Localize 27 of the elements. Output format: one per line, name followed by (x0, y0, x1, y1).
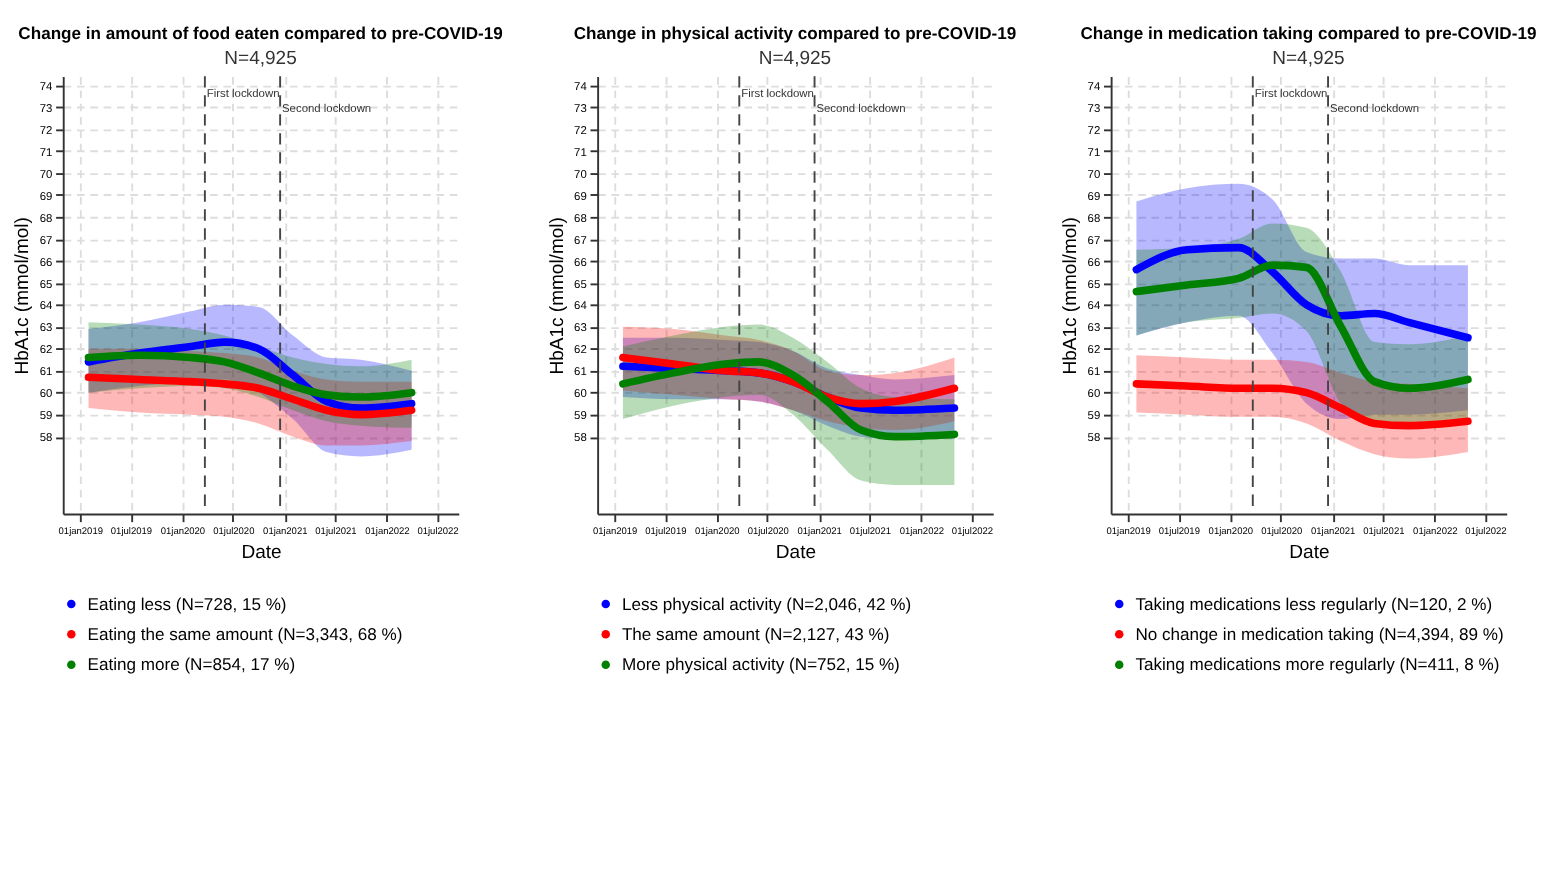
legend-label: More physical activity (N=752, 15 %) (621, 654, 901, 675)
legend-label: Eating more (N=854, 17 %) (87, 654, 296, 675)
x-axis-title: Date (1289, 542, 1330, 565)
chart-subtitle: N=4,925 (224, 47, 297, 70)
x-axis-title: Date (775, 542, 816, 565)
line-series (1132, 261, 1472, 393)
legend-label: Eating less (N=728, 15 %) (87, 593, 287, 614)
line-series (84, 351, 416, 401)
chart-title: Change in amount of food eaten compared to pre-COVID-19 (18, 23, 504, 44)
chart-title: Change in medication taking compared to pre-COVID-19 (1080, 23, 1537, 44)
y-axis-title: HbA1c (mmol/mol) (546, 217, 569, 375)
line-series (1132, 243, 1472, 342)
legend-label: Taking medications more regularly (N=411, 8 %) (1135, 654, 1500, 675)
chart-subtitle: N=4,925 (758, 47, 832, 70)
y-axis-title: HbA1c (mmol/mol) (12, 217, 35, 375)
legend-label: The same amount (N=2,127, 43 %) (621, 624, 890, 645)
legend-label: Eating the same amount (N=3,343, 68 %) (87, 624, 403, 645)
line-series (619, 358, 959, 441)
legend-label: Taking medications less regularly (N=120, 2 %) (1135, 593, 1493, 614)
x-axis-title: Date (241, 542, 282, 565)
line-series (84, 373, 416, 419)
y-axis-title: HbA1c (mmol/mol) (1060, 217, 1083, 375)
line-series (1132, 380, 1472, 430)
chart-title: Change in physical activity compared to pre-COVID-19 (573, 23, 1017, 44)
chart-subtitle: N=4,925 (1272, 47, 1345, 70)
legend-label: Less physical activity (N=2,046, 42 %) (621, 593, 912, 614)
legend-label: No change in medication taking (N=4,394, 89 %) (1135, 624, 1504, 645)
